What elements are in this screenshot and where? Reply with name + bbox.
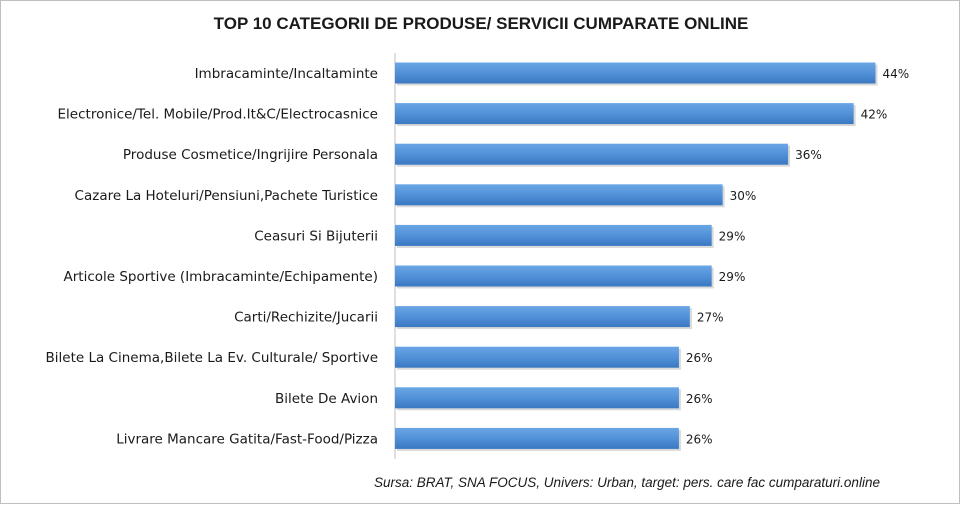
bar xyxy=(395,224,712,246)
bar xyxy=(395,346,679,368)
value-label: 30% xyxy=(730,189,757,203)
category-label: Electronice/Tel. Mobile/Prod.It&C/Electr… xyxy=(58,107,378,123)
category-label: Produse Cosmetice/Ingrijire Personala xyxy=(123,147,378,163)
value-label: 36% xyxy=(795,148,822,162)
bars-group: Imbracaminte/Incaltaminte 44% Electronice/… xyxy=(46,62,909,451)
value-label: 26% xyxy=(686,392,713,406)
value-label: 29% xyxy=(719,270,746,284)
value-label: 26% xyxy=(686,432,713,446)
category-label: Articole Sportive (Imbracaminte/Echipame… xyxy=(63,269,378,285)
bar xyxy=(395,427,679,449)
category-label: Livrare Mancare Gatita/Fast-Food/Pizza xyxy=(116,431,378,447)
category-label: Carti/Rechizite/Jucarii xyxy=(234,310,378,326)
category-label: Bilete De Avion xyxy=(275,391,378,407)
bar xyxy=(395,265,712,287)
value-label: 42% xyxy=(861,108,888,122)
value-label: 27% xyxy=(697,311,724,325)
bar xyxy=(395,62,876,84)
bar xyxy=(395,103,854,125)
source-note: Sursa: BRAT, SNA FOCUS, Univers: Urban, … xyxy=(374,475,880,490)
value-label: 44% xyxy=(882,67,909,81)
bar xyxy=(395,184,723,206)
category-label: Imbracaminte/Incaltaminte xyxy=(195,66,378,82)
category-label: Cazare La Hoteluri/Pensiuni,Pachete Turi… xyxy=(75,188,378,204)
value-label: 29% xyxy=(719,229,746,243)
category-label: Ceasuri Si Bijuterii xyxy=(254,228,378,244)
bar xyxy=(395,387,679,409)
bar xyxy=(395,306,690,328)
category-label: Bilete La Cinema,Bilete La Ev. Culturale… xyxy=(46,350,378,366)
value-label: 26% xyxy=(686,351,713,365)
bar xyxy=(395,143,789,165)
chart-title: TOP 10 CATEGORII DE PRODUSE/ SERVICII CU… xyxy=(214,14,749,33)
